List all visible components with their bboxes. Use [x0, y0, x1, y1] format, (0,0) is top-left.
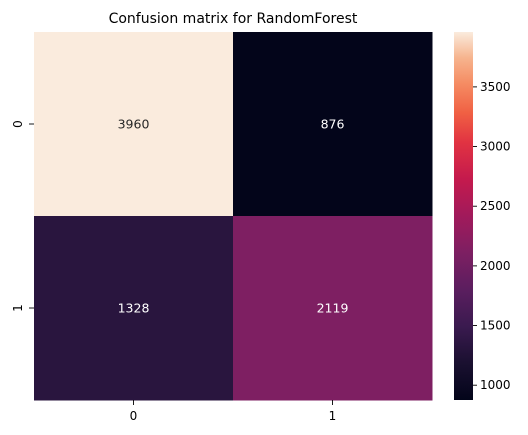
heatmap-cell — [233, 32, 433, 217]
cell-value-label: 3960 — [118, 117, 150, 132]
colorbar-tick-label: 3500 — [480, 80, 511, 94]
cell-value-label: 2119 — [317, 301, 349, 316]
x-tick-label: 0 — [130, 409, 138, 423]
colorbar-tick-label: 3000 — [480, 140, 511, 154]
y-tick-label: 0 — [11, 120, 25, 128]
colorbar-tick-label: 2500 — [480, 199, 511, 213]
heatmap-cell — [34, 216, 234, 401]
colorbar: 1000 1500 2000 2500 3000 3500 — [454, 32, 511, 400]
x-tick-label: 1 — [329, 409, 337, 423]
y-tick-label: 1 — [11, 304, 25, 312]
cell-value-label: 876 — [321, 117, 345, 132]
colorbar-tick-label: 2000 — [480, 259, 511, 273]
y-axis: 01 — [11, 120, 34, 312]
chart-title: Confusion matrix for RandomForest — [109, 11, 358, 27]
cell-value-label: 1328 — [118, 301, 150, 316]
colorbar-gradient — [454, 32, 473, 400]
heatmap-annotations: 3960 876 1328 2119 — [118, 117, 349, 316]
colorbar-tick-label: 1000 — [480, 378, 511, 392]
heatmap-cell — [34, 32, 234, 217]
heatmap-cell — [233, 216, 433, 401]
heatmap-cells — [34, 32, 433, 401]
colorbar-tick-label: 1500 — [480, 319, 511, 333]
